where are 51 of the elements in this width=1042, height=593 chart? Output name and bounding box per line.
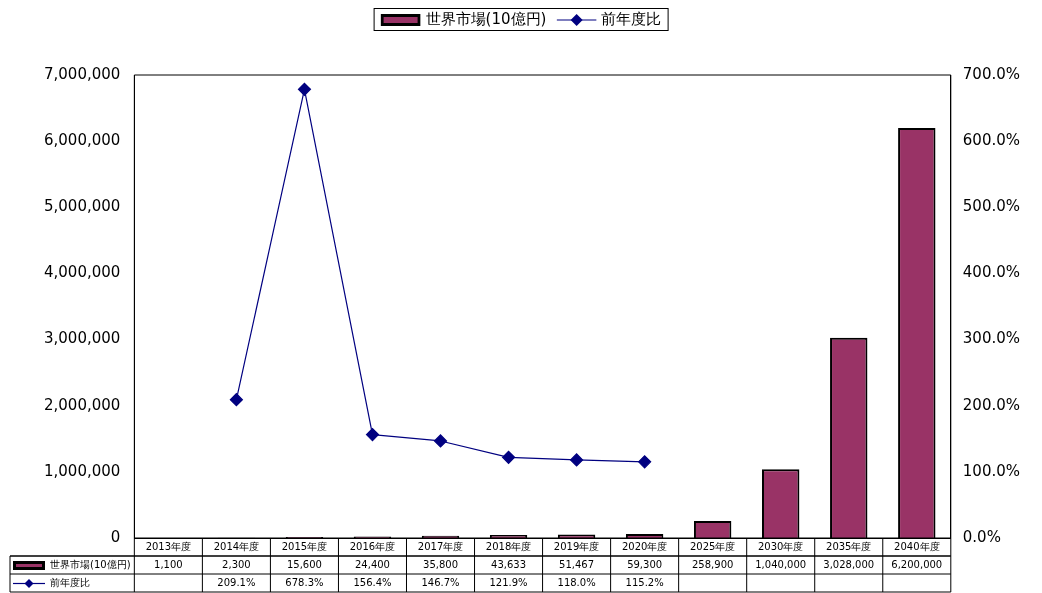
data-label: 2,300 (222, 558, 251, 570)
y-tick-label: 2,000,000 (44, 395, 121, 414)
y-tick-label: 7,000,000 (44, 64, 121, 83)
y-tick-label: 0 (110, 527, 121, 546)
data-label: 51,467 (559, 558, 595, 570)
data-label: 35,800 (423, 558, 459, 570)
y-tick-label: 1,000,000 (44, 461, 121, 480)
x-tick-label: 2025年度 (689, 540, 736, 552)
data-label: 15,600 (286, 558, 322, 570)
data-label: 24,400 (354, 558, 390, 570)
y2-tick-label: 700.0% (962, 64, 1021, 83)
data-label: 209.1% (217, 576, 256, 588)
data-label: 121.9% (489, 576, 528, 588)
data-label: 1,040,000 (755, 558, 807, 570)
x-tick-label: 2017年度 (417, 540, 464, 552)
data-label: 115.2% (625, 576, 664, 588)
data-label: 156.4% (353, 576, 392, 588)
x-tick-label: 2040年度 (894, 540, 940, 552)
y-tick-label: 4,000,000 (44, 263, 121, 282)
text: 前年度比 (50, 577, 90, 588)
y2-tick-label: 600.0% (962, 131, 1021, 150)
x-tick-label: 2030年度 (757, 540, 804, 552)
data-label: 43,633 (491, 558, 527, 570)
x-tick-label: 2035年度 (826, 540, 872, 552)
data-label: 59,300 (627, 558, 663, 570)
y2-tick-label: 0.0% (962, 527, 1001, 546)
legend-label: 前年度比 (601, 10, 662, 29)
data-label: 6,200,000 (891, 558, 943, 570)
legend-label: 世界市場(10億円) (50, 558, 131, 572)
y-tick-label: 3,000,000 (44, 329, 121, 348)
x-tick-label: 2019年度 (553, 540, 600, 552)
text: 世界市場(10億円) (425, 10, 547, 28)
x-tick-label: 2020年度 (621, 540, 668, 552)
x-tick-label: 2014年度 (213, 540, 260, 552)
data-label: 3,028,000 (823, 558, 875, 570)
y-tick-label: 5,000,000 (44, 197, 121, 216)
data-label: 678.3% (285, 576, 324, 588)
x-tick-label: 2018年度 (485, 540, 532, 552)
y-tick-label: 6,000,000 (44, 131, 121, 150)
y2-tick-label: 500.0% (962, 197, 1021, 216)
y2-tick-label: 300.0% (962, 329, 1021, 348)
x-tick-label: 2013年度 (145, 540, 192, 552)
y2-tick-label: 100.0% (962, 461, 1021, 480)
data-label: 118.0% (557, 576, 596, 588)
x-tick-label: 2016年度 (349, 540, 396, 552)
y2-tick-label: 200.0% (962, 395, 1021, 414)
data-label: 146.7% (421, 576, 460, 588)
data-label: 1,100 (154, 558, 183, 570)
x-tick-label: 2015年度 (281, 540, 328, 552)
y2-tick-label: 400.0% (962, 263, 1021, 282)
data-label: 258,900 (691, 558, 734, 570)
